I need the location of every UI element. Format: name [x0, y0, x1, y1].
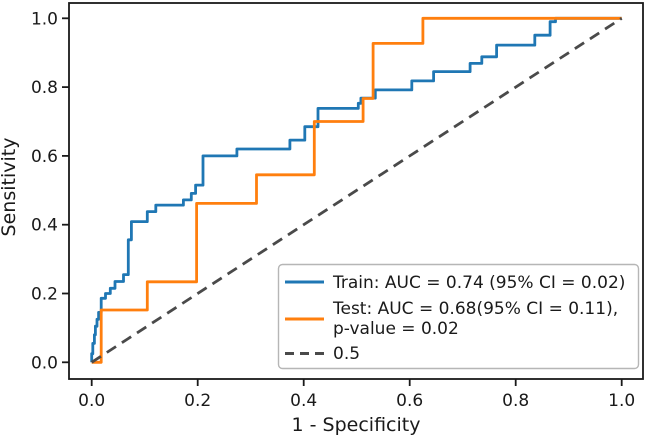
legend-test-label-line1: Test: AUC = 0.68(95% CI = 0.11), — [332, 299, 618, 319]
y-tick-label: 0.8 — [31, 78, 58, 98]
legend-chance-label: 0.5 — [333, 344, 360, 364]
test-curve — [91, 16, 622, 364]
legend-train-label: Train: AUC = 0.74 (95% CI = 0.02) — [332, 273, 625, 293]
y-tick-label: 0.2 — [31, 285, 58, 305]
legend: Train: AUC = 0.74 (95% CI = 0.02) Test: … — [277, 263, 640, 370]
x-tick-label: 1.0 — [608, 391, 635, 411]
y-tick-label: 0.6 — [31, 147, 58, 167]
plot-area: 0.0 0.2 0.4 0.6 0.8 1.0 0.0 0.2 0.4 0.6 0.8 1.0 — [31, 2, 644, 411]
train-curve — [90, 16, 622, 363]
chance-curve — [90, 17, 623, 364]
x-tick-label: 0.0 — [78, 391, 105, 411]
y-axis-title: Sensitivity — [0, 138, 20, 237]
x-tick-label: 0.4 — [290, 391, 317, 411]
legend-box — [277, 263, 640, 370]
x-axis-title: 1 - Specificity — [292, 414, 421, 436]
y-tick-label: 0.0 — [31, 353, 58, 373]
x-tick-label: 0.2 — [184, 391, 211, 411]
y-tick-label: 1.0 — [31, 9, 58, 29]
x-tick-label: 0.8 — [502, 391, 529, 411]
y-tick-label: 0.4 — [31, 216, 58, 236]
legend-test-label-line2: p-value = 0.02 — [333, 319, 459, 339]
plot-frame — [68, 2, 644, 380]
x-tick-label: 0.6 — [396, 391, 423, 411]
